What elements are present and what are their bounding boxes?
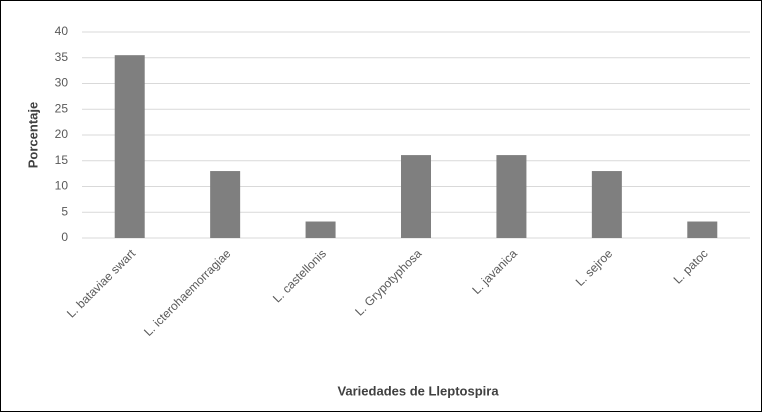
bar bbox=[687, 221, 718, 238]
y-tick-label: 15 bbox=[55, 153, 69, 167]
bar bbox=[496, 155, 527, 238]
y-axis-title: Porcentaje bbox=[25, 102, 40, 168]
y-tick-label: 5 bbox=[61, 204, 68, 218]
y-tick-label: 0 bbox=[61, 230, 68, 244]
y-tick-label: 20 bbox=[55, 127, 69, 141]
y-tick-label: 10 bbox=[55, 179, 69, 193]
bar bbox=[401, 155, 431, 238]
bar bbox=[591, 171, 622, 238]
bar bbox=[210, 171, 241, 238]
bar bbox=[114, 55, 145, 238]
y-tick-label: 35 bbox=[55, 50, 69, 64]
y-tick-label: 30 bbox=[55, 76, 69, 90]
x-axis-title: Variedades de Lleptospira bbox=[337, 383, 499, 398]
y-tick-label: 40 bbox=[55, 24, 69, 38]
y-tick-label: 25 bbox=[55, 101, 69, 115]
bar bbox=[305, 221, 336, 238]
